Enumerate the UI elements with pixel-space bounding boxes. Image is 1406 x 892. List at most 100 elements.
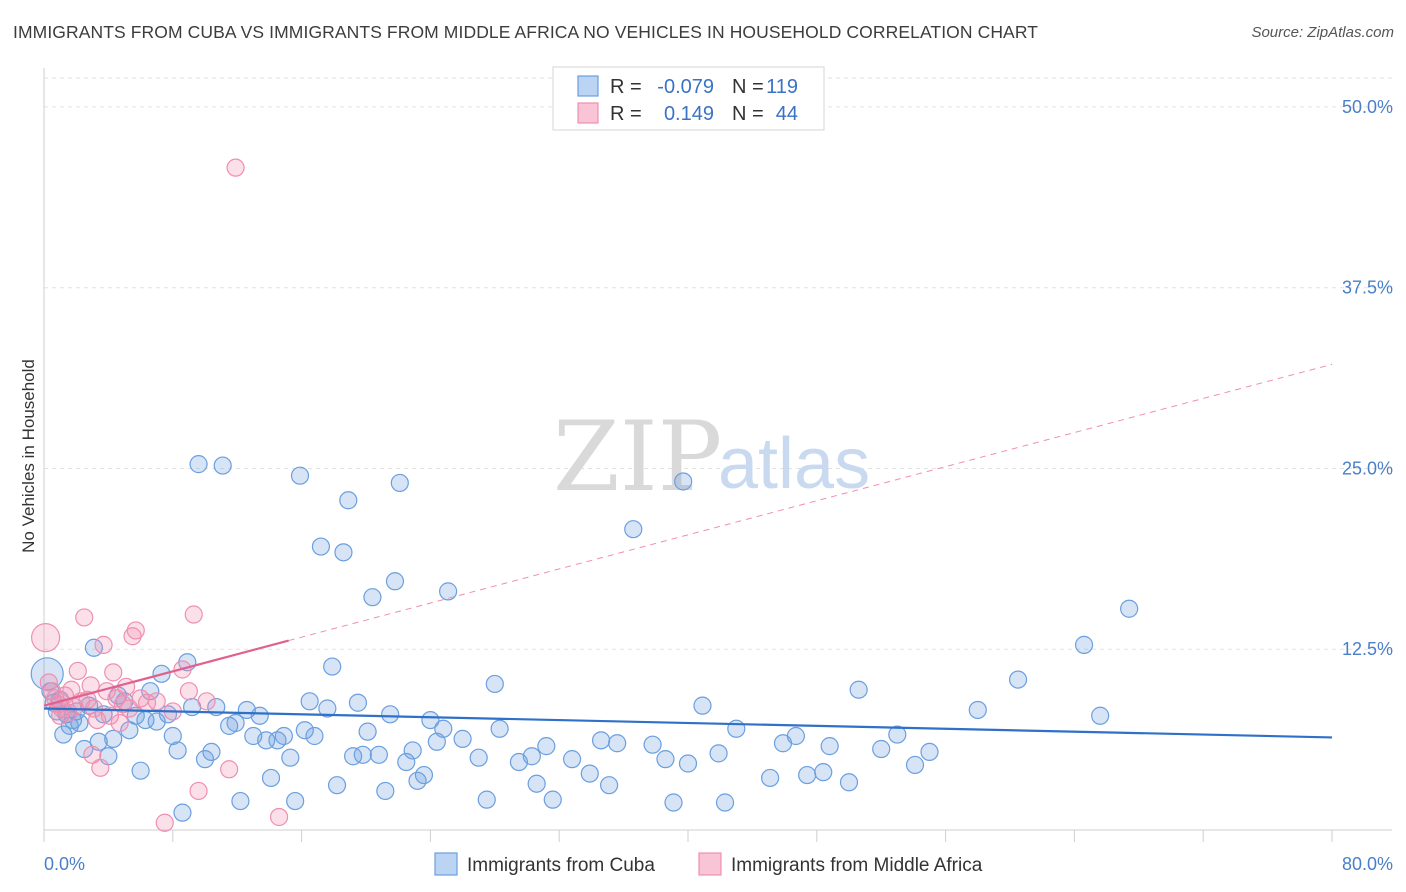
cuba-point (872, 739, 891, 759)
cuba-point (397, 752, 416, 772)
cuba-point (353, 745, 372, 764)
legend-r-value-cuba: -0.079 (657, 76, 714, 98)
cuba-point (678, 754, 698, 773)
cuba-point (469, 748, 488, 767)
bottom-legend-swatch-africa (698, 852, 722, 876)
cuba-point (849, 680, 868, 699)
africa-point (220, 760, 239, 779)
legend-r-value-africa: 0.149 (664, 103, 714, 125)
cuba-point (591, 731, 611, 750)
africa-point (68, 661, 87, 681)
cuba-point (839, 773, 859, 792)
africa-point (100, 706, 120, 725)
cuba-point (339, 491, 358, 510)
cuba-point (334, 543, 353, 562)
africa-point (126, 621, 145, 640)
legend-swatch-africa (577, 102, 599, 124)
x-tick-label-max: 80.0% (1342, 854, 1393, 874)
cuba-point (600, 776, 619, 795)
bottom-legend-label-africa: Immigrants from Middle Africa (731, 855, 983, 876)
cuba-point (656, 750, 675, 769)
cuba-point (348, 693, 368, 712)
cuba-point (643, 735, 662, 754)
cuba-point (327, 776, 347, 795)
cuba-point (311, 537, 331, 556)
cuba-point (1120, 599, 1139, 618)
legend-n-label-africa: N = (732, 103, 764, 125)
watermark-atlas: atlas (718, 424, 870, 504)
africa-point (94, 635, 113, 654)
legend-n-value-africa: 44 (776, 103, 798, 125)
legend-swatch-cuba (577, 75, 599, 97)
cuba-point (290, 466, 310, 485)
cuba-point (403, 741, 422, 760)
bottom-legend-label-cuba: Immigrants from Cuba (467, 855, 655, 876)
cuba-point (231, 791, 250, 811)
cuba-point (286, 791, 305, 811)
africa-point (110, 713, 129, 733)
africa-point (117, 677, 136, 696)
africa-point (147, 692, 166, 711)
cuba-point (261, 768, 281, 788)
cuba-point (376, 781, 395, 801)
y-tick-label: 50.0% (1342, 97, 1393, 117)
cuba-point (344, 747, 363, 766)
y-axis-title: No Vehicles in Household (19, 359, 38, 553)
cuba-point (543, 790, 562, 809)
bottom-legend-swatch-cuba (434, 852, 458, 876)
cuba-point (786, 726, 805, 746)
africa-point (31, 623, 61, 653)
cuba-point (385, 572, 405, 591)
cuba-point (693, 696, 712, 715)
source-label: Source: ZipAtlas.com (1251, 24, 1394, 41)
cuba-point (709, 744, 728, 763)
legend-box: R = -0.079 N = 119 R = 0.149 N = 44 (552, 66, 825, 131)
africa-point (91, 758, 110, 777)
cuba-point (1074, 635, 1094, 654)
cuba-point (158, 705, 178, 724)
y-tick-labels: 12.5% 25.0% 37.5% 50.0% (1342, 97, 1393, 659)
africa-point (75, 608, 94, 627)
cuba-point (131, 761, 150, 780)
cuba-point (761, 768, 780, 788)
africa-point (155, 813, 174, 832)
x-tick-label-min: 0.0% (44, 854, 85, 874)
cuba-point (168, 741, 187, 760)
cuba-trend-line (43, 707, 1333, 739)
cuba-point (163, 726, 182, 746)
cuba-point (674, 472, 693, 491)
cuba-point (141, 682, 160, 701)
cuba-point (318, 699, 337, 718)
cuba-point (968, 700, 987, 720)
cuba-point (421, 710, 440, 730)
cuba-point (274, 726, 293, 746)
cuba-point (250, 706, 269, 725)
watermark-zip: ZIP (553, 401, 722, 513)
x-tick-labels: 0.0% 80.0% (44, 854, 1393, 874)
africa-point (50, 706, 70, 725)
bottom-legend: Immigrants from Cuba Immigrants from Mid… (434, 852, 983, 876)
cuba-point (537, 737, 556, 756)
cuba-point (715, 793, 735, 812)
cuba-point (363, 588, 382, 607)
cuba-point (295, 721, 314, 740)
legend-n-value-cuba: 119 (766, 76, 798, 98)
africa-trend-line-extended (288, 363, 1333, 642)
cuba-point (390, 473, 409, 493)
cuba-point (527, 774, 546, 793)
cuba-point (490, 719, 509, 738)
cuba-point (522, 747, 541, 766)
cuba-point (664, 793, 683, 812)
cuba-point (104, 729, 123, 748)
cuba-point (414, 765, 434, 785)
cuba-point (453, 729, 472, 748)
y-tick-label: 12.5% (1342, 639, 1393, 659)
cuba-point (300, 692, 319, 711)
cuba-point (1008, 670, 1028, 689)
africa-trend-line (43, 639, 290, 707)
africa-point (226, 158, 245, 177)
africa-point (269, 807, 289, 827)
trend-lines (43, 363, 1333, 739)
cuba-point (580, 764, 599, 783)
